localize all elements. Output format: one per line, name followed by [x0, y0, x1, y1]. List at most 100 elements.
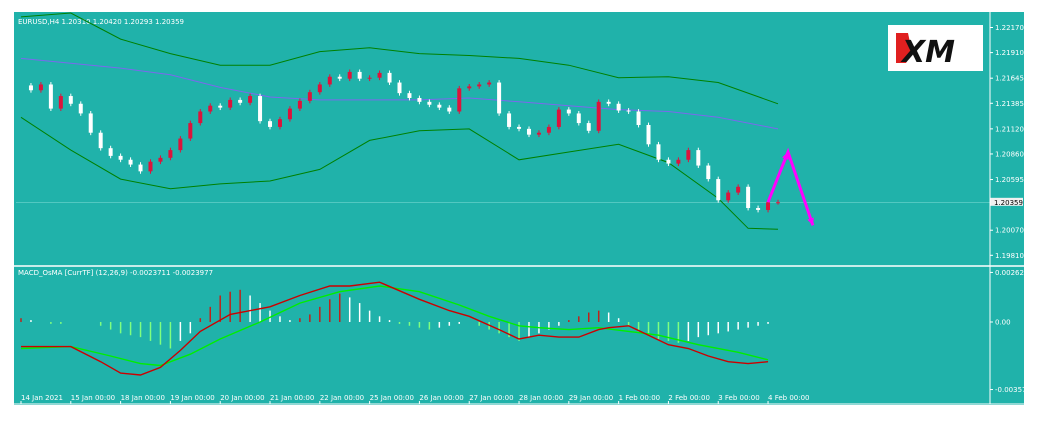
- time-tick-label: 2 Feb 00:00: [668, 394, 709, 402]
- candle-body: [397, 82, 402, 94]
- candle-body: [596, 101, 601, 131]
- candle-body: [646, 125, 651, 145]
- candle: [357, 69, 362, 82]
- time-tick-label: 19 Jan 00:00: [170, 394, 214, 402]
- time-tick-label: 25 Jan 00:00: [370, 394, 414, 402]
- candle-body: [138, 164, 143, 172]
- candle-body: [467, 86, 472, 89]
- candle: [596, 99, 601, 134]
- candle: [238, 97, 243, 106]
- candle: [38, 82, 43, 93]
- candle: [437, 102, 442, 111]
- candle-body: [576, 113, 581, 124]
- macd-line: [21, 281, 769, 376]
- candle-body: [357, 71, 362, 79]
- time-tick-label: 20 Jan 00:00: [220, 394, 264, 402]
- candle-body: [297, 100, 302, 109]
- candle-body: [28, 85, 33, 91]
- candle-body: [497, 82, 502, 114]
- candle-body: [208, 105, 213, 112]
- candle: [656, 141, 661, 163]
- candle-body: [726, 192, 731, 201]
- candle: [48, 82, 53, 112]
- candle-body: [616, 103, 621, 111]
- candle-body: [367, 77, 372, 79]
- candle: [576, 111, 581, 126]
- candle: [776, 199, 780, 205]
- candle: [546, 124, 551, 136]
- price-tick-label: 1.19810: [995, 252, 1024, 260]
- forecast-arrow-head-down: [807, 217, 814, 226]
- candle-body: [287, 108, 292, 120]
- candle: [98, 130, 103, 151]
- time-tick-label: 22 Jan 00:00: [320, 394, 364, 402]
- candle: [397, 80, 402, 96]
- price-tick-label: 1.20070: [995, 227, 1024, 235]
- candle-body: [716, 179, 721, 201]
- time-tick-label: 18 Jan 00:00: [121, 394, 165, 402]
- time-tick-label: 15 Jan 00:00: [71, 394, 115, 402]
- candle-body: [317, 84, 322, 93]
- candle: [686, 147, 691, 163]
- candle: [526, 126, 531, 138]
- candle-body: [766, 202, 771, 210]
- bollinger-upper-line: [20, 12, 779, 105]
- candle: [746, 184, 751, 211]
- candle-body: [327, 76, 332, 85]
- forecast-arrow-line: [766, 147, 815, 226]
- candle-body: [277, 119, 282, 127]
- signal-line: [20, 285, 769, 367]
- candle-body: [656, 144, 661, 160]
- candle: [118, 153, 123, 163]
- candle: [377, 70, 382, 81]
- candle: [68, 93, 73, 107]
- logo-red-mark: [896, 33, 912, 63]
- candle-body: [108, 148, 113, 156]
- candle: [248, 93, 253, 106]
- candle: [367, 75, 372, 82]
- candle: [58, 93, 63, 112]
- candle: [706, 163, 711, 182]
- price-tick-label: 1.20860: [995, 150, 1024, 158]
- candle: [676, 157, 681, 167]
- candle: [218, 103, 223, 111]
- candle-body: [756, 208, 761, 210]
- candle-body: [218, 105, 223, 108]
- forecast-arrow-head-up: [782, 152, 789, 161]
- price-tick-label: 1.22170: [995, 24, 1024, 32]
- candle: [158, 155, 163, 165]
- candle: [208, 103, 213, 114]
- candle: [387, 70, 392, 85]
- candle-body: [198, 111, 203, 124]
- osc-tick-label: 0.00: [995, 318, 1011, 326]
- price-tick-label: 1.20595: [995, 176, 1024, 184]
- candle: [566, 107, 571, 116]
- candle: [616, 101, 621, 113]
- candle-body: [566, 109, 571, 114]
- candle-body: [676, 159, 681, 164]
- candle-body: [696, 150, 701, 166]
- candle: [337, 74, 342, 82]
- candle: [327, 74, 332, 87]
- candle: [636, 109, 641, 128]
- candle: [347, 69, 352, 82]
- bollinger-lower-line: [20, 116, 779, 230]
- candle-body: [636, 111, 641, 126]
- candle-body: [38, 84, 43, 91]
- candle: [726, 190, 731, 203]
- candle-body: [268, 121, 273, 127]
- xm-logo: XM: [888, 25, 983, 71]
- chart-title: EURUSD,H4 1.20310 1.20420 1.20293 1.2035…: [18, 18, 184, 26]
- candle-body: [706, 165, 711, 180]
- candle-body: [556, 109, 561, 127]
- candle: [556, 107, 561, 130]
- candle-body: [686, 150, 691, 160]
- candle: [88, 111, 93, 136]
- current-price-label: 1.20359: [994, 199, 1023, 207]
- candle: [188, 120, 193, 141]
- candle: [427, 99, 432, 108]
- candle-body: [417, 97, 422, 102]
- candle-body: [746, 186, 751, 209]
- candle-body: [68, 96, 73, 104]
